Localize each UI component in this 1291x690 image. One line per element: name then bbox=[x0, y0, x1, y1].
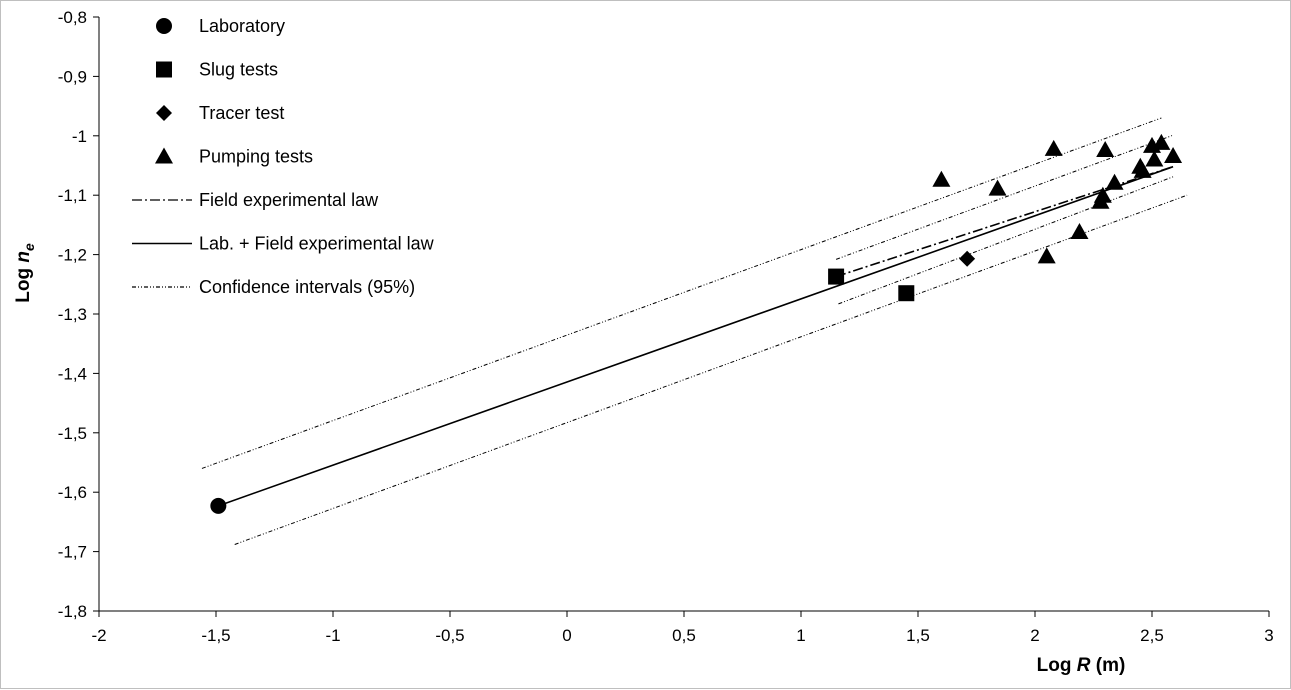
legend-square-marker bbox=[156, 61, 172, 78]
x-tick-label: 1 bbox=[796, 626, 805, 645]
x-tick-label: 0,5 bbox=[672, 626, 696, 645]
y-tick-label: -1,4 bbox=[58, 364, 87, 383]
triangle-point bbox=[1044, 139, 1063, 156]
legend-label: Slug tests bbox=[199, 60, 278, 80]
y-tick-label: -1,2 bbox=[58, 246, 87, 265]
square-point bbox=[898, 285, 915, 302]
x-tick-label: -1,5 bbox=[201, 626, 230, 645]
x-tick-label: 1,5 bbox=[906, 626, 930, 645]
triangle-point bbox=[1037, 247, 1056, 264]
confidence-interval-line bbox=[234, 194, 1188, 545]
data-points bbox=[210, 133, 1183, 514]
x-tick-label: 3 bbox=[1264, 626, 1273, 645]
legend-diamond-marker bbox=[156, 105, 172, 121]
triangle-point bbox=[988, 179, 1007, 196]
triangle-point bbox=[1096, 141, 1115, 158]
x-axis-title: Log R (m) bbox=[1037, 655, 1126, 676]
triangle-point bbox=[1093, 186, 1112, 203]
legend-label: Pumping tests bbox=[199, 147, 313, 167]
y-tick-label: -1 bbox=[72, 127, 87, 146]
x-tick-label: -2 bbox=[91, 626, 106, 645]
confidence-interval-line bbox=[838, 176, 1174, 305]
y-tick-label: -1,5 bbox=[58, 424, 87, 443]
legend-label: Laboratory bbox=[199, 16, 285, 36]
y-tick-label: -0,8 bbox=[58, 8, 87, 27]
legend-triangle-marker bbox=[155, 147, 173, 164]
confidence-interval-line bbox=[201, 117, 1162, 469]
triangle-point bbox=[1133, 161, 1152, 178]
y-axis-title: Log ne bbox=[13, 243, 37, 303]
y-tick-label: -1,3 bbox=[58, 305, 87, 324]
legend-label: Field experimental law bbox=[199, 190, 379, 210]
triangle-point bbox=[1145, 150, 1164, 167]
regression-lines bbox=[201, 117, 1188, 545]
x-tick-label: -1 bbox=[325, 626, 340, 645]
square-point bbox=[828, 268, 845, 285]
circle-point bbox=[210, 497, 227, 514]
y-tick-label: -1,6 bbox=[58, 483, 87, 502]
triangle-point bbox=[1070, 223, 1089, 240]
triangle-point bbox=[1105, 173, 1124, 190]
diamond-point bbox=[959, 250, 976, 267]
legend: Laboratory Slug tests Tracer test Pumping t… bbox=[132, 16, 435, 297]
x-tick-label: 0 bbox=[562, 626, 571, 645]
legend-label: Tracer test bbox=[199, 103, 284, 123]
y-tick-label: -0,9 bbox=[58, 67, 87, 86]
legend-label: Confidence intervals (95%) bbox=[199, 277, 415, 297]
triangle-point bbox=[932, 170, 951, 187]
lab-field-law-line bbox=[218, 165, 1174, 507]
x-tick-label: 2,5 bbox=[1140, 626, 1164, 645]
legend-circle-marker bbox=[156, 18, 172, 34]
x-tick-label: 2 bbox=[1030, 626, 1039, 645]
triangle-point bbox=[1164, 146, 1183, 163]
legend-label: Lab. + Field experimental law bbox=[199, 234, 435, 254]
y-tick-label: -1,7 bbox=[58, 543, 87, 562]
triangle-point bbox=[1152, 133, 1171, 150]
x-tick-label: -0,5 bbox=[435, 626, 464, 645]
y-tick-label: -1,1 bbox=[58, 186, 87, 205]
y-tick-label: -1,8 bbox=[58, 602, 87, 621]
axes: -0,8 -0,9 -1 -1,1 -1,2 -1,3 -1,4 -1,5 -1,6 -1,7 -1… bbox=[58, 8, 1274, 645]
field-law-line bbox=[835, 165, 1174, 278]
